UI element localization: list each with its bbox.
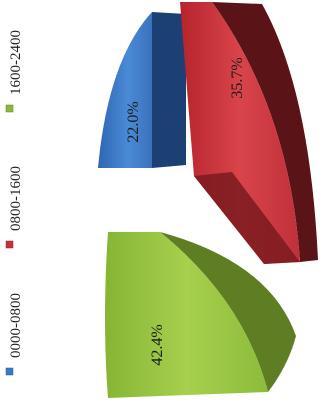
legend-item-0800-1600: 0800-1600 — [5, 166, 24, 249]
slice-top-0800-1600 — [180, 2, 300, 264]
data-label-1600-2400: 42.4% — [149, 324, 166, 365]
data-label-0000-0800: 22.0% — [125, 101, 142, 142]
slice-top-1600-2400 — [105, 232, 268, 398]
legend-swatch-0800-1600 — [5, 240, 14, 249]
slice-top-0000-0800 — [98, 12, 152, 168]
legend-label-1600-2400: 1600-2400 — [8, 30, 24, 95]
slice-side-1600-2400 — [160, 232, 296, 392]
pie-slice-1600-2400 — [105, 232, 296, 398]
legend-item-0000-0800: 0000-0800 — [5, 293, 24, 376]
legend-swatch-1600-2400 — [5, 104, 14, 113]
pie-slice-0800-1600 — [180, 2, 318, 264]
data-labels: 22.0% 35.7% 42.4% — [125, 57, 246, 365]
legend-item-1600-2400: 1600-2400 — [5, 30, 24, 113]
slice-side-0000-0800 — [152, 12, 186, 168]
slice-side-0800-1600 — [212, 2, 318, 262]
legend-label-0800-1600: 0800-1600 — [8, 166, 24, 231]
chart-legend: 0000-0800 0800-1600 1600-2400 — [5, 30, 24, 376]
data-label-0800-1600: 35.7% — [229, 57, 246, 98]
legend-label-0000-0800: 0000-0800 — [8, 293, 24, 358]
legend-swatch-0000-0800 — [5, 367, 14, 376]
pie-slice-0000-0800 — [98, 12, 186, 168]
slice-edge-0800-1600 — [194, 172, 300, 264]
